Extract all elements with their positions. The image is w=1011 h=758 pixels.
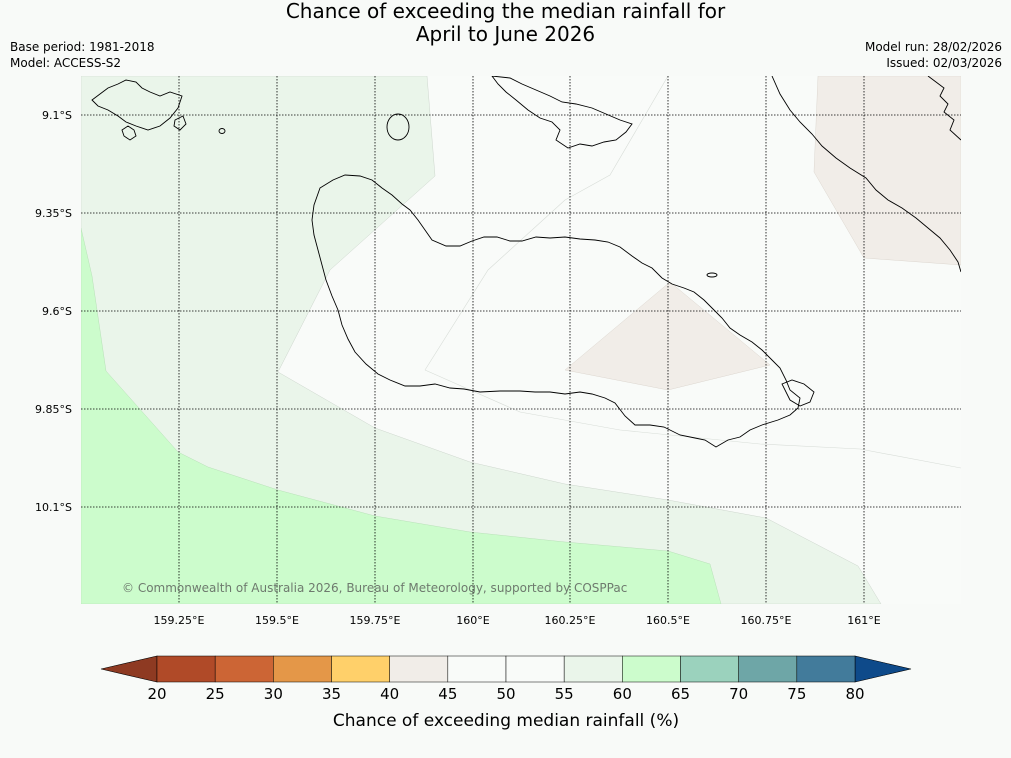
lon-label: 159.5°E (255, 614, 299, 627)
forecast-area-55-60 (81, 76, 882, 604)
colorbar-swatch-35_40 (331, 655, 390, 683)
meta-right: Model run: 28/02/2026 Issued: 02/03/2026 (865, 39, 1002, 71)
colorbar-tick-label: 60 (613, 685, 632, 703)
forecast-area-40-45-centre (564, 281, 771, 391)
colorbar-tick-label: 30 (264, 685, 283, 703)
colorbar-tick-label: 75 (787, 685, 806, 703)
colorbar-swatch-75_80 (796, 655, 856, 683)
colorbar-tick-label: 20 (147, 685, 166, 703)
chart-title: Chance of exceeding the median rainfall … (0, 0, 1011, 46)
lat-label: 9.85°S (35, 403, 72, 416)
colorbar-swatch-25_30 (214, 655, 274, 683)
colorbar-extend-low (100, 655, 158, 683)
island-coastline-malaita (771, 76, 961, 273)
island-coastline-guadalcanal (311, 174, 801, 448)
issued-label: Issued: 02/03/2026 (886, 56, 1002, 70)
colorbar-swatch-70_75 (738, 655, 798, 683)
colorbar-tick-label: 35 (322, 685, 341, 703)
island-russell (91, 79, 183, 131)
contour-line-north (424, 76, 669, 371)
colorbar-tick-label: 45 (438, 685, 457, 703)
title-line-1: Chance of exceeding the median rainfall … (285, 0, 726, 23)
lon-label: 160.25°E (545, 614, 596, 627)
island-russell-east (173, 115, 187, 131)
colorbar-tick-label: 25 (206, 685, 225, 703)
lon-label: 161°E (847, 614, 880, 627)
colorbar-swatch-40_45 (389, 655, 449, 683)
copyright-notice: © Commonwealth of Australia 2026, Bureau… (122, 581, 627, 595)
title-line-2: April to June 2026 (415, 22, 596, 46)
map-area (81, 76, 961, 604)
colorbar-swatch-30_35 (273, 655, 332, 683)
colorbar-title: Chance of exceeding median rainfall (%) (333, 711, 679, 731)
colorbar-tick-label: 50 (496, 685, 515, 703)
colorbar-tick-label: 80 (845, 685, 864, 703)
colorbar-tick-label: 70 (729, 685, 748, 703)
island-pavuvu-south (121, 125, 137, 141)
lon-label: 159.75°E (350, 614, 401, 627)
colorbar-swatch-20_25 (156, 655, 216, 683)
lon-label: 160.5°E (646, 614, 690, 627)
colorbar-tick-label: 55 (555, 685, 574, 703)
colorbar-swatch-50_55 (505, 655, 565, 683)
lon-label: 160°E (456, 614, 489, 627)
colorbar-swatch-60_65 (622, 655, 681, 683)
colorbar-swatch-65_70 (680, 655, 739, 683)
lat-label: 9.6°S (42, 305, 72, 318)
island-islet-west (218, 128, 226, 134)
island-islet (706, 272, 718, 278)
colorbar-extend-high (854, 655, 912, 683)
island-marau (781, 379, 815, 407)
meta-left: Base period: 1981-2018 Model: ACCESS-S2 (10, 39, 155, 71)
model-run-label: Model run: 28/02/2026 (864, 40, 1002, 54)
forecast-area-60-65 (81, 227, 722, 604)
lat-label: 9.35°S (35, 207, 72, 220)
island-savo (386, 113, 410, 141)
colorbar: 20 25 30 35 40 45 50 55 60 65 70 75 80 (100, 655, 912, 703)
colorbar-swatch-55_60 (563, 655, 623, 683)
colorbar-swatch-45_50 (447, 655, 507, 683)
colorbar-tick-label: 40 (380, 685, 399, 703)
lat-label: 10.1°S (35, 501, 72, 514)
island-nggela (491, 76, 633, 149)
lon-label: 160.75°E (741, 614, 792, 627)
island-coastline-malaita-north (927, 76, 961, 141)
forecast-area-40-45-east (813, 76, 961, 266)
colorbar-tick-label: 65 (671, 685, 690, 703)
lat-label: 9.1°S (42, 109, 72, 122)
graticule (81, 76, 961, 604)
base-period-label: Base period: 1981-2018 (10, 40, 155, 54)
lon-label: 159.25°E (154, 614, 205, 627)
model-label: Model: ACCESS-S2 (10, 56, 122, 70)
